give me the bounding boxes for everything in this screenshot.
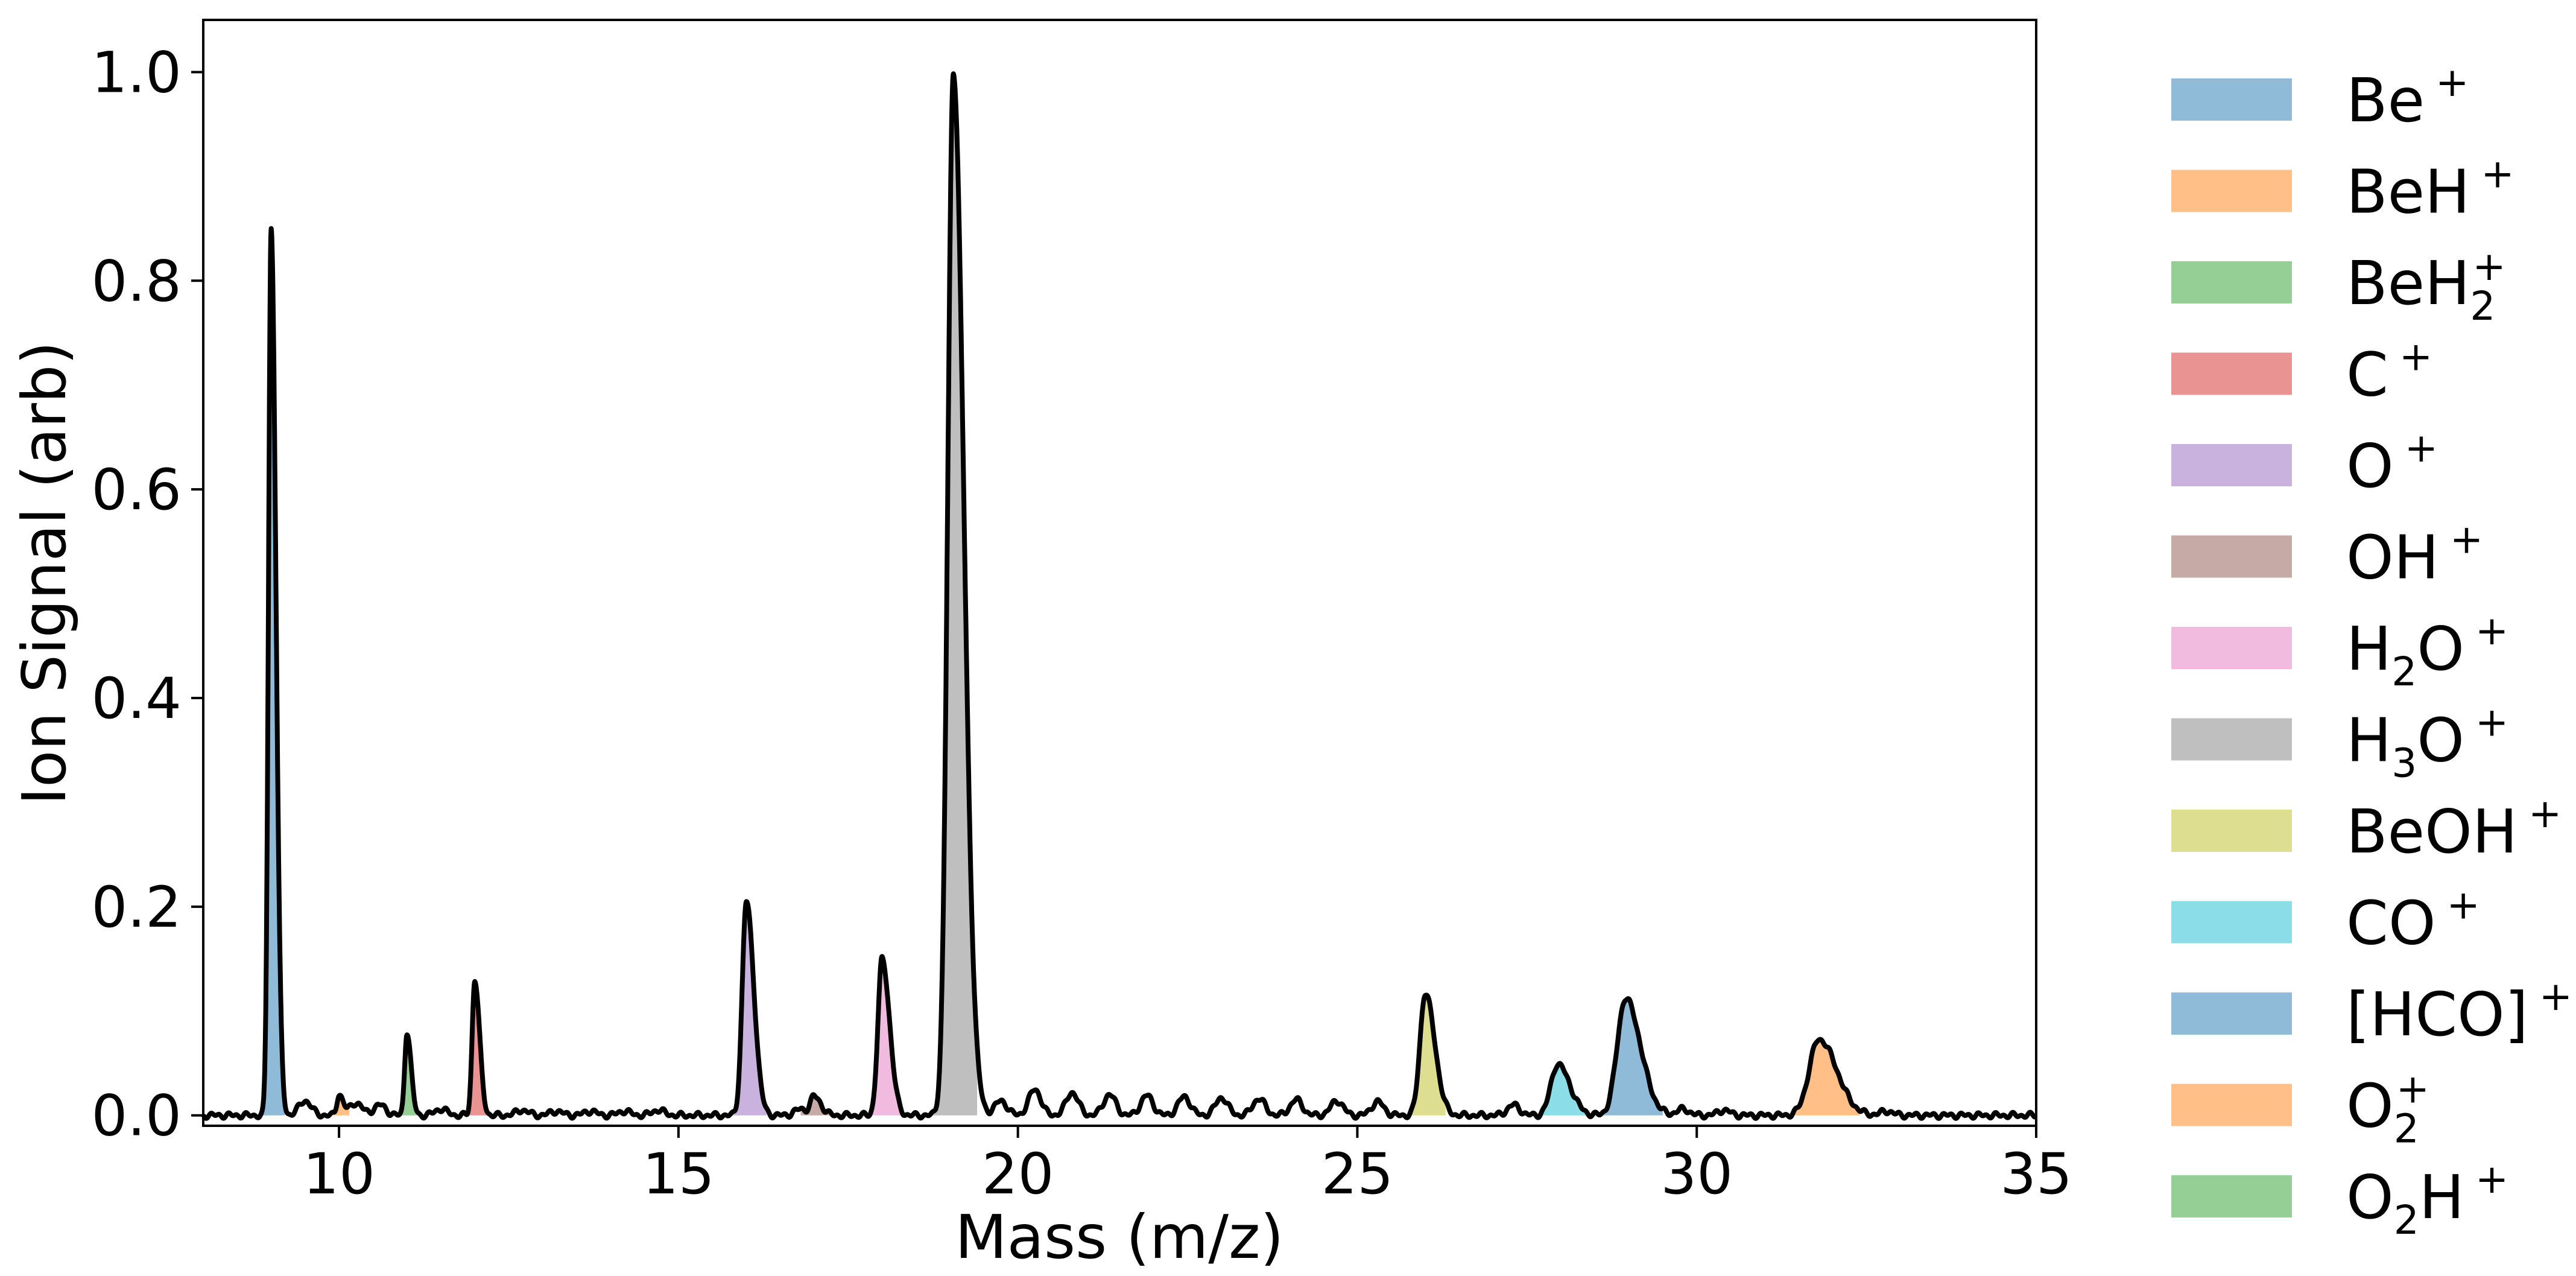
x-axis-title: Mass (m/z): [955, 1202, 1283, 1272]
legend-swatch: [2171, 261, 2292, 303]
signal-trace: [201, 71, 2039, 1121]
plot-background: [203, 20, 2036, 1126]
legend-label: BeH2+: [2346, 243, 2506, 329]
legend-item: [HCO] +: [2171, 973, 2572, 1050]
legend-label: C +: [2346, 334, 2432, 410]
legend-swatch: [2171, 992, 2292, 1035]
legend-label: CO +: [2346, 882, 2480, 959]
legend-item: OH +: [2171, 516, 2483, 593]
legend-label: BeOH +: [2346, 790, 2562, 867]
legend-swatch: [2171, 78, 2292, 121]
legend-label: H3O +: [2346, 699, 2508, 787]
legend-swatch: [2171, 444, 2292, 486]
y-tick-label: 0.8: [92, 249, 182, 314]
peak-area-10: [1588, 998, 1663, 1116]
legend-item: CO +: [2171, 882, 2480, 959]
legend-item: O +: [2171, 425, 2438, 501]
legend-swatch: [2171, 627, 2292, 669]
legend-label: [HCO] +: [2346, 973, 2572, 1050]
legend-item: O2H +: [2171, 1156, 2508, 1243]
legend-item: H2O +: [2171, 608, 2508, 695]
legend-item: Be +: [2171, 59, 2469, 136]
peak-area-9: [1527, 1063, 1589, 1116]
plot-frame: [202, 19, 2037, 1127]
legend-item: BeH2+: [2171, 243, 2506, 329]
x-tick-label: 30: [1660, 1141, 1733, 1207]
legend-item: O2+: [2171, 1066, 2429, 1152]
legend-item: BeH +: [2171, 151, 2514, 227]
legend-item: BeOH +: [2171, 790, 2562, 867]
legend-label: H2O +: [2346, 608, 2508, 695]
legend-swatch: [2171, 1084, 2292, 1126]
legend-label: Be +: [2346, 59, 2469, 136]
y-tick-label: 0.4: [92, 666, 182, 732]
x-tick-label: 35: [2000, 1141, 2072, 1207]
y-axis: 0.0 0.2 0.4 0.6 0.8 1.0: [92, 40, 203, 1149]
legend-swatch: [2171, 901, 2292, 944]
x-tick-label: 25: [1321, 1141, 1394, 1207]
x-tick-label: 15: [642, 1141, 715, 1207]
legend-swatch: [2171, 170, 2292, 212]
y-tick-label: 0.2: [92, 875, 182, 941]
legend-label: O +: [2346, 425, 2438, 501]
legend-item: H3O +: [2171, 699, 2508, 787]
y-axis-title: Ion Signal (arb): [9, 341, 80, 805]
legend-label: O2+: [2346, 1066, 2429, 1152]
y-tick-label: 0.0: [92, 1084, 182, 1149]
x-tick-label: 20: [982, 1141, 1054, 1207]
x-tick-label: 10: [303, 1141, 375, 1207]
legend-label: O2H +: [2346, 1156, 2508, 1243]
legend-swatch: [2171, 810, 2292, 852]
peak-area-7: [929, 74, 978, 1116]
legend-label: OH +: [2346, 516, 2483, 593]
legend: Be + BeH + BeH2+C + O + OH + H2O +H3O +BeOH + CO + [HCO]…: [2171, 59, 2572, 1243]
peak-area-8: [1398, 995, 1446, 1116]
legend-label: BeH +: [2346, 151, 2514, 227]
x-axis: 10 15 20 25 30 35: [303, 1126, 2072, 1207]
legend-swatch: [2171, 535, 2292, 578]
legend-item: C +: [2171, 334, 2432, 410]
legend-swatch: [2171, 1175, 2292, 1217]
legend-swatch: [2171, 352, 2292, 395]
legend-swatch: [2171, 718, 2292, 761]
y-tick-label: 0.6: [92, 457, 182, 523]
y-tick-label: 1.0: [92, 40, 182, 106]
